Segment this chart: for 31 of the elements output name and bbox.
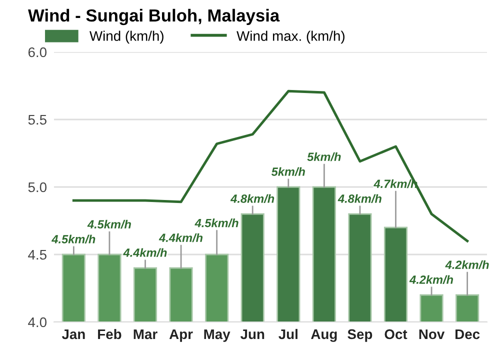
- x-tick-label: Mar: [134, 329, 158, 340]
- data-label: 4.4km/h: [158, 233, 203, 242]
- chart-title: Wind - Sungai Buloh, Malaysia: [28, 8, 280, 26]
- y-tick-label: 4.0: [28, 317, 47, 328]
- data-label: 4.5km/h: [52, 234, 96, 244]
- x-tick-label: Aug: [311, 329, 337, 342]
- y-tick-label: 4.5: [28, 250, 46, 260]
- y-tick-label: 5.0: [28, 182, 47, 192]
- legend-label: Wind (km/h): [90, 30, 164, 44]
- data-label: 5km/h: [271, 167, 305, 176]
- x-tick-label: Nov: [419, 329, 445, 340]
- data-label: 4.2km/h: [409, 275, 454, 284]
- x-tick-label: Oct: [384, 329, 408, 340]
- data-label: 4.5km/h: [194, 218, 238, 228]
- data-label: 4.8km/h: [230, 194, 274, 204]
- x-tick-label: Feb: [98, 328, 122, 340]
- x-tick-label: Sep: [348, 329, 372, 342]
- y-tick-label: 6.0: [28, 47, 47, 58]
- x-tick-label: Jul: [278, 328, 298, 340]
- data-label: 5km/h: [307, 152, 341, 162]
- x-tick-label: May: [204, 329, 230, 342]
- y-tick-label: 5.5: [28, 114, 46, 125]
- x-tick-label: Apr: [169, 329, 193, 342]
- data-label: 4.5km/h: [87, 220, 131, 229]
- x-tick-label: Dec: [456, 329, 480, 340]
- data-label: 4.2km/h: [445, 260, 489, 270]
- x-tick-label: Jun: [240, 329, 264, 340]
- data-label: 4.4km/h: [123, 248, 167, 258]
- legend-label: Wind max. (km/h): [236, 30, 344, 44]
- data-label: 4.8km/h: [338, 194, 382, 204]
- x-tick-label: Jan: [62, 329, 85, 340]
